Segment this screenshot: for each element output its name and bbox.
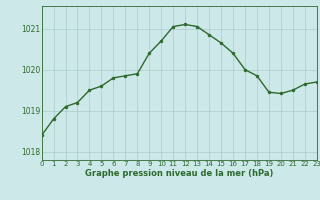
X-axis label: Graphe pression niveau de la mer (hPa): Graphe pression niveau de la mer (hPa) [85,169,273,178]
